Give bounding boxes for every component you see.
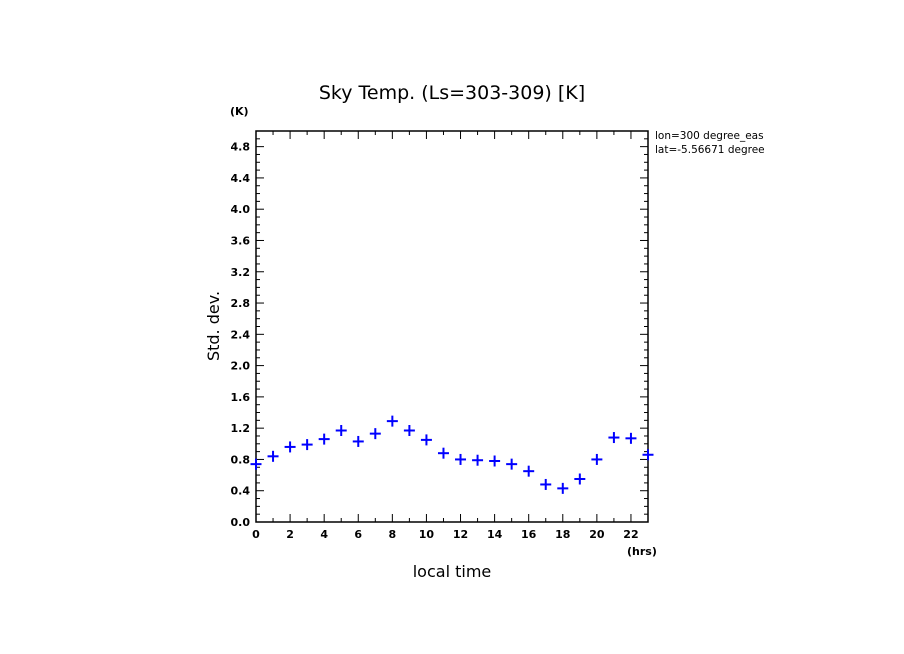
x-tick-label: 20	[589, 528, 605, 541]
y-tick-label: 1.6	[231, 391, 251, 404]
data-point	[625, 432, 637, 444]
data-point	[472, 454, 484, 466]
x-axis-label: local time	[413, 562, 492, 581]
data-point	[642, 449, 654, 461]
data-point	[335, 425, 347, 437]
y-tick-label: 4.8	[231, 141, 251, 154]
data-point	[301, 439, 313, 451]
data-point	[506, 458, 518, 470]
y-tick-label: 2.0	[231, 360, 251, 373]
x-tick-label: 4	[320, 528, 328, 541]
x-tick-label: 18	[555, 528, 570, 541]
data-point	[403, 425, 415, 437]
data-point	[540, 478, 552, 490]
data-point	[267, 450, 279, 462]
x-tick-label: 22	[623, 528, 638, 541]
data-point	[591, 453, 603, 465]
x-tick-label: 2	[286, 528, 294, 541]
data-point	[386, 415, 398, 427]
x-tick-label: 10	[419, 528, 435, 541]
annotation-lat: lat=-5.56671 degree	[655, 144, 765, 156]
y-tick-label: 0.4	[231, 485, 251, 498]
x-tick-label: 0	[252, 528, 260, 541]
x-tick-label: 16	[521, 528, 537, 541]
y-unit-label: (K)	[230, 105, 249, 118]
x-tick-label: 12	[453, 528, 468, 541]
y-tick-label: 4.4	[231, 172, 251, 185]
y-tick-label: 0.0	[231, 516, 251, 529]
data-point	[369, 428, 381, 440]
y-tick-label: 3.2	[231, 266, 251, 279]
data-point	[318, 433, 330, 445]
plot-frame	[255, 130, 649, 523]
x-tick-label: 6	[354, 528, 362, 541]
y-tick-label: 3.6	[231, 234, 251, 247]
y-tick-label: 0.8	[231, 453, 251, 466]
data-point	[250, 458, 262, 470]
y-tick-label: 1.2	[231, 422, 251, 435]
data-point	[284, 441, 296, 453]
data-point	[420, 434, 432, 446]
y-tick-label: 4.0	[231, 203, 251, 216]
data-point	[352, 435, 364, 447]
annotation-lon: lon=300 degree_eas	[655, 130, 764, 142]
y-axis-label: Std. dev.	[204, 291, 223, 361]
right-clip-mask	[780, 128, 904, 160]
x-tick-label: 8	[389, 528, 397, 541]
data-point	[557, 482, 569, 494]
data-point	[608, 432, 620, 444]
x-tick-label: 14	[487, 528, 503, 541]
data-point	[437, 447, 449, 459]
y-tick-label: 2.4	[231, 328, 251, 341]
x-unit-label: (hrs)	[627, 545, 657, 558]
chart-title: Sky Temp. (Ls=303-309) [K]	[319, 82, 585, 104]
data-point	[523, 465, 535, 477]
data-points	[250, 415, 654, 494]
data-point	[489, 455, 501, 467]
data-point	[574, 473, 586, 485]
axis-ticks: 0.0 0.4 0.8 1.2 1.6 2.0 2.4 2.8 3.2 3.6 4.0 4.4 4.8 0…	[231, 130, 649, 541]
y-tick-label: 2.8	[231, 297, 251, 310]
data-point	[455, 453, 467, 465]
